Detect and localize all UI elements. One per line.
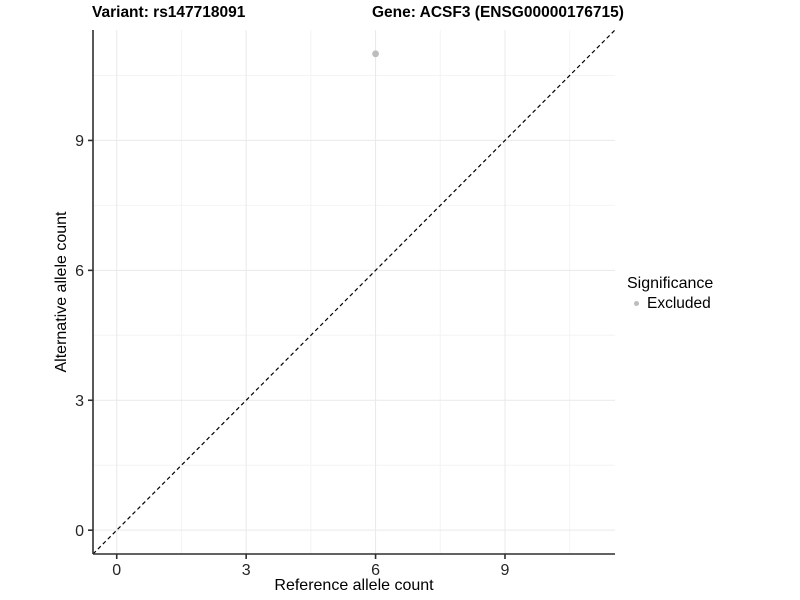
legend-title: Significance [627,275,714,292]
y-tick-label: 6 [75,263,84,280]
y-tick-label: 9 [75,133,84,150]
y-tick-label: 0 [75,523,84,540]
excluded-point-icon [634,301,639,306]
identity-line [92,29,616,555]
legend: Significance Excluded [627,274,713,313]
x-axis-title: Reference allele count [274,577,434,594]
x-tick-label: 9 [501,562,510,579]
y-axis-title: Alternative allele count [53,211,70,373]
x-tick-label: 0 [112,562,121,579]
y-tick-label: 3 [75,393,84,410]
x-tick-label: 6 [371,562,380,579]
gene-title: Gene: ACSF3 (ENSG00000176715) [372,4,624,21]
variant-title: Variant: rs147718091 [92,4,246,21]
x-tick-label: 3 [242,562,251,579]
legend-item-excluded: Excluded [627,294,713,313]
legend-item-label: Excluded [647,295,711,312]
data-point [372,50,379,58]
